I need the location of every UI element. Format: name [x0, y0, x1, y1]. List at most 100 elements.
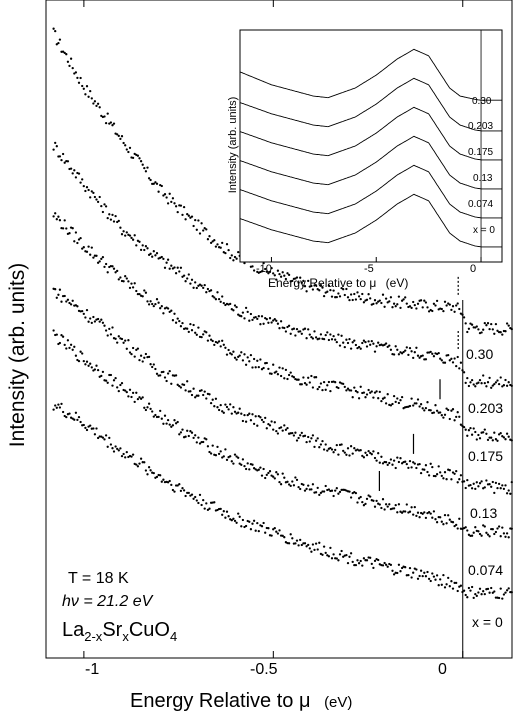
inset-curve-label-013: 0.13	[473, 173, 493, 184]
data-point	[224, 516, 227, 519]
data-point	[114, 376, 117, 380]
data-point	[494, 481, 498, 485]
data-point	[399, 570, 402, 573]
data-point	[391, 569, 394, 572]
data-point	[381, 498, 385, 501]
data-point	[299, 434, 302, 437]
data-point	[166, 258, 170, 261]
data-point	[152, 182, 155, 185]
data-point	[176, 210, 179, 214]
data-point	[120, 233, 124, 236]
data-point	[386, 463, 389, 467]
data-point	[272, 363, 275, 366]
data-point	[375, 302, 378, 305]
data-point	[505, 432, 509, 435]
data-point	[200, 222, 203, 225]
data-point	[264, 476, 267, 480]
data-point	[505, 384, 509, 387]
data-point	[229, 403, 232, 406]
data-point	[297, 544, 300, 547]
data-point	[273, 477, 276, 480]
data-point	[292, 327, 296, 330]
data-point	[130, 282, 133, 285]
data-point	[389, 296, 393, 299]
data-point	[310, 335, 313, 339]
data-point	[244, 306, 248, 310]
data-point	[488, 535, 491, 538]
data-point	[79, 236, 82, 240]
data-point	[203, 227, 206, 230]
data-point	[240, 315, 243, 318]
data-point	[275, 370, 278, 373]
data-point	[214, 298, 218, 301]
data-point	[415, 514, 418, 518]
data-point	[501, 385, 504, 388]
data-point	[116, 269, 119, 273]
data-point	[496, 329, 499, 332]
data-point	[485, 324, 488, 327]
data-point	[235, 455, 238, 458]
data-point	[394, 345, 397, 348]
data-point	[507, 536, 510, 539]
data-point	[135, 463, 138, 466]
data-point	[69, 167, 73, 170]
data-point	[178, 384, 181, 388]
inset-chart-marks	[239, 30, 502, 262]
data-point	[475, 594, 478, 598]
data-point	[267, 422, 270, 426]
data-point	[318, 337, 321, 340]
data-point	[324, 484, 327, 488]
data-point	[232, 350, 235, 353]
data-point	[284, 277, 288, 281]
data-point	[66, 60, 70, 63]
data-point	[264, 531, 267, 534]
inset-x-axis-label-text: Energy Relative to μ	[268, 276, 377, 290]
data-point	[435, 409, 439, 412]
data-point	[216, 445, 219, 449]
data-point	[69, 57, 73, 60]
data-point	[483, 592, 486, 596]
data-point	[192, 286, 195, 289]
data-point	[287, 542, 291, 545]
data-point	[356, 559, 359, 562]
data-point	[488, 327, 491, 331]
data-point	[112, 450, 116, 453]
data-point	[230, 308, 233, 311]
data-point	[144, 469, 148, 472]
data-point	[103, 324, 106, 327]
data-point	[316, 437, 319, 440]
data-point	[109, 218, 113, 221]
data-point	[357, 562, 361, 565]
data-point	[466, 478, 469, 482]
data-point	[117, 219, 120, 223]
data-point	[504, 591, 507, 594]
data-point	[208, 334, 211, 337]
data-point	[160, 184, 163, 188]
data-point	[392, 302, 396, 305]
data-point	[419, 569, 423, 572]
data-point	[103, 115, 106, 118]
data-point	[440, 359, 443, 362]
data-point	[365, 298, 369, 301]
data-point	[381, 293, 385, 296]
data-point	[160, 480, 163, 483]
data-point	[198, 442, 202, 445]
data-point	[419, 471, 423, 475]
data-point	[490, 485, 493, 488]
data-point	[311, 543, 315, 546]
data-point	[174, 272, 178, 275]
data-point	[224, 303, 227, 307]
data-point	[359, 559, 362, 563]
data-point	[166, 202, 170, 205]
data-point	[384, 297, 388, 300]
data-point	[170, 309, 173, 312]
data-point	[279, 320, 283, 323]
data-point	[377, 341, 380, 344]
data-point	[125, 231, 128, 234]
data-point	[448, 469, 451, 472]
temperature-annotation: T = 18 K	[68, 570, 129, 587]
data-point	[334, 448, 337, 452]
data-point	[466, 376, 469, 380]
data-point	[82, 423, 85, 427]
data-point	[334, 489, 337, 492]
